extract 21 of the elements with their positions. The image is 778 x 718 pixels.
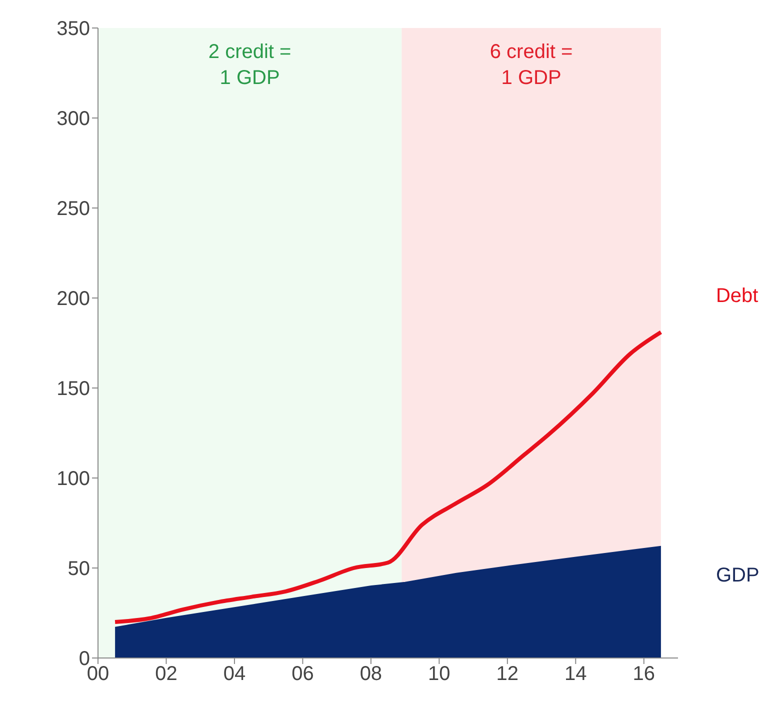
text: GDP (716, 564, 760, 586)
x-tick-label: 08 (360, 663, 382, 686)
text: Debt (716, 285, 759, 308)
line-series (113, 330, 663, 624)
y-tick-label: 50 (68, 558, 90, 580)
x-tick-label: 06 (292, 663, 314, 686)
y-tick-label: 250 (56, 198, 90, 220)
x-tick-label: 00 (86, 663, 110, 686)
x-tick-label: 16 (632, 663, 656, 686)
band-label: 6 credit = 1 GDP (490, 41, 573, 89)
x-tick-label: 14 (564, 663, 587, 686)
x-tick-label: 10 (428, 663, 450, 686)
y-tick-label: 350 (56, 18, 90, 40)
band-label: 2 credit = 1 GDP (208, 41, 292, 89)
y-tick-label: 300 (56, 108, 90, 130)
y-tick-label: 100 (56, 468, 90, 490)
x-tick-label: 02 (155, 663, 178, 686)
y-tick-label: 150 (56, 378, 90, 400)
x-tick-label: 04 (223, 663, 246, 686)
y-tick-label: 200 (56, 288, 90, 310)
x-tick-label: 12 (496, 663, 519, 686)
